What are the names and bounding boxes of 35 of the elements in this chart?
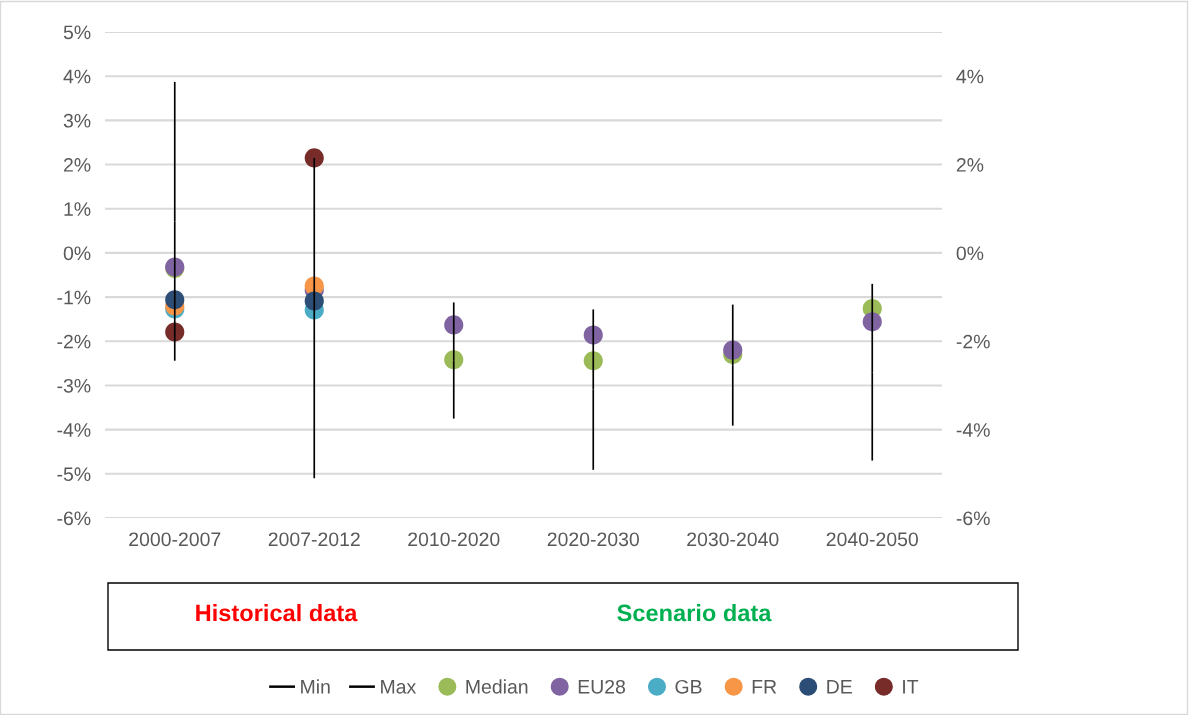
legend-label: GB	[675, 679, 702, 694]
y-tick-label: 5%	[63, 25, 91, 40]
y-tick-label: -5%	[57, 467, 91, 482]
x-tick-label: 2040-2050	[826, 532, 918, 547]
x-tick-label: 2007-2012	[268, 532, 360, 547]
y-tick-label: -4%	[57, 423, 91, 437]
x-tick-label: 2010-2020	[408, 532, 500, 547]
legend-label: Max	[381, 680, 417, 694]
y-tick-label: 3%	[63, 113, 91, 128]
text: Historical data	[196, 603, 358, 622]
y2-tick-label: -6%	[956, 511, 990, 526]
y2-tick-label: 2%	[956, 158, 984, 172]
y2-tick-label: 4%	[956, 69, 984, 84]
y2-tick-label: 0%	[956, 246, 984, 261]
y-tick-label: -3%	[57, 378, 91, 393]
y-tick-label: 4%	[63, 69, 91, 84]
point	[304, 148, 324, 168]
y-tick-label: -1%	[57, 290, 91, 305]
y-tick-label: -2%	[57, 334, 91, 349]
x-tick-label: 2020-2030	[547, 532, 639, 547]
legend-label: EU28	[578, 679, 626, 694]
y-tick-label: 1%	[64, 202, 91, 216]
y-tick-label: 0%	[63, 246, 91, 261]
legend-label: Median	[466, 679, 528, 694]
y-tick-label: -6%	[57, 511, 91, 526]
x-tick-label: 2030-2040	[687, 532, 779, 547]
y-tick-label: 2%	[63, 158, 91, 172]
legend-label: IT	[903, 680, 919, 694]
text: Scenario data	[617, 603, 772, 622]
y2-tick-label: -4%	[956, 423, 990, 437]
legend-label: Min	[301, 679, 330, 694]
y2-tick-label: -2%	[956, 334, 990, 349]
x-tick-label: 2000-2007	[129, 532, 221, 547]
legend-label: DE	[827, 680, 852, 694]
legend-label: FR	[752, 680, 777, 694]
